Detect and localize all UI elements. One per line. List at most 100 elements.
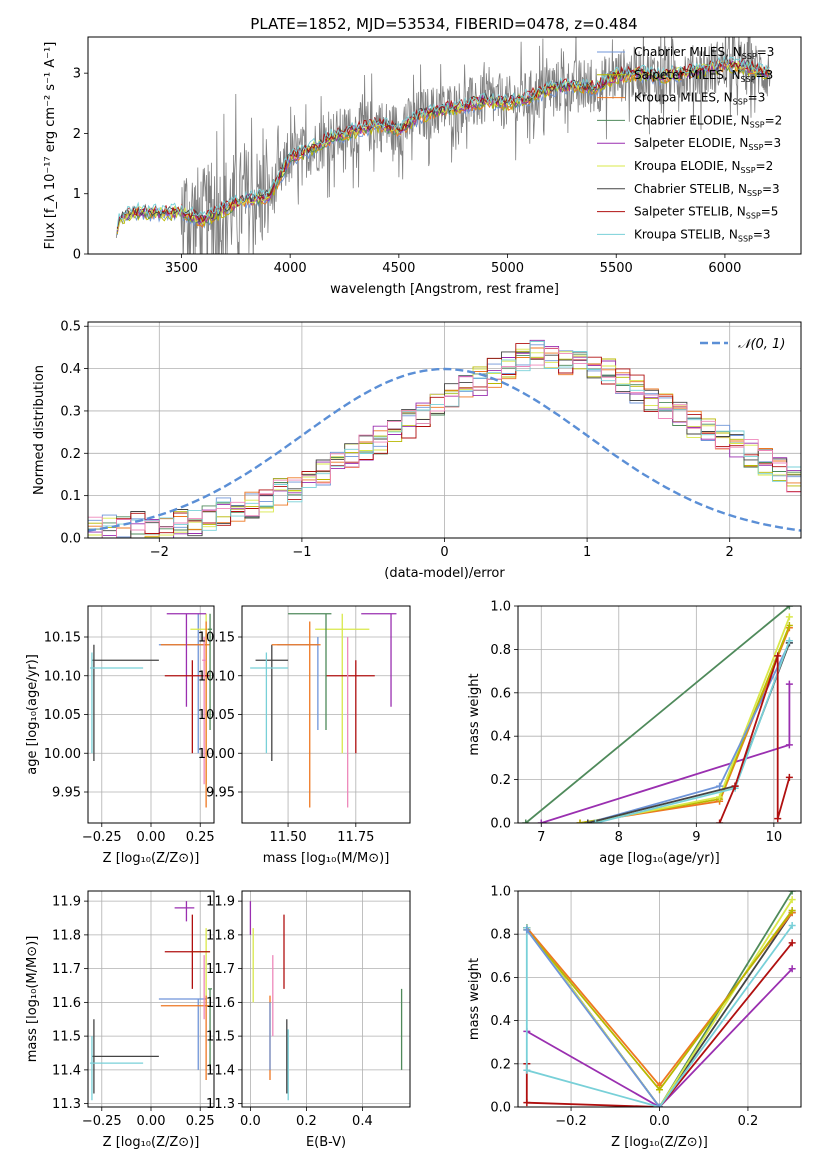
y-tick-label: 0.0 [490,817,511,832]
legend-entry: Chabrier STELIB, NSSP=3 [634,182,780,198]
y-axis-label: mass weight [467,673,482,755]
axes-frame [87,321,802,539]
y-tick-label: 0.1 [60,489,81,504]
y-tick-label: 0.4 [60,362,81,377]
error-bar-point [271,621,321,808]
x-tick-label: 11.50 [269,830,306,845]
mass-weight-marker [774,815,782,823]
mass-weight-marker [537,819,545,823]
x-tick-label: 0.00 [137,1114,166,1129]
y-tick-label: 10.10 [198,669,235,684]
legend-entry: Chabrier MILES, NSSP=3 [634,45,774,61]
mass-vs-ebv-panel: 0.0 0.2 0.4 11.3 11.4 11.5 11.6 11.7 11.8 11.9 E(B… [206,890,411,1150]
axes-frame [87,605,215,824]
y-axis-label: mass weight [467,958,482,1040]
error-bar-point [250,652,289,754]
legend-entry: Kroupa MILES, NSSP=3 [634,91,765,107]
spectrum-model-line [116,61,770,233]
error-bar-point [158,998,207,1070]
error-bar-point [326,660,375,754]
mass-weight-marker [788,906,796,914]
error-bar-point [208,988,213,1070]
x-tick-label: 10 [766,830,783,845]
mass-weight-marker [785,613,793,621]
y-tick-label: 10.05 [198,708,235,723]
normal-curve [88,367,801,532]
x-tick-label: 8 [615,830,623,845]
spectrum-panel: 3500 4000 4500 5000 5500 6000 0 1 2 3 wavelength [… [43,36,802,297]
error-bar-point [91,1019,159,1094]
axes-frame [87,36,802,255]
x-tick-label: 2 [726,545,734,560]
y-tick-label: 0.3 [60,404,81,419]
mass-weight-marker [656,1103,663,1107]
axes-frame [517,890,802,1108]
y-tick-label: 11.5 [52,1030,81,1045]
error-bar-point [89,652,144,754]
mass-weight-line [526,968,793,1107]
axes-frame [241,890,411,1108]
mass-weight-marker [788,891,796,895]
x-tick-label: 6000 [708,261,741,276]
x-axis-label: (data-model)/error [384,566,505,581]
mass-weight-marker [592,819,600,823]
x-tick-label: 0.0 [649,1114,670,1129]
x-tick-label: 4000 [274,261,307,276]
y-tick-label: 9.95 [52,786,81,801]
y-tick-label: 10.15 [44,631,81,646]
y-tick-label: 10.00 [44,747,81,762]
age-vs-mass-panel: 11.50 11.75 9.95 10.00 10.05 10.10 10.15 mass [… [198,605,411,866]
x-tick-label: 5000 [491,261,524,276]
x-tick-label: 4500 [382,261,415,276]
age-vs-mass-points [250,613,397,808]
x-axis-label: Z [log₁₀(Z/Z⊙)] [611,1135,708,1150]
y-tick-label: 0.6 [490,971,511,986]
x-tick-label: 0.2 [738,1114,759,1129]
y-axis-label: age [log₁₀(age/yr)] [25,654,40,775]
mass-weight-marker [788,922,796,930]
age-vs-Z-panel: −0.25 0.00 0.25 9.95 10.00 10.05 10.10 10.15 Z [… [25,605,215,866]
residual-histogram [88,347,801,538]
y-tick-label: 0.8 [490,928,511,943]
y-tick-label: 11.5 [206,1030,235,1045]
y-tick-label: 0.8 [490,643,511,658]
y-tick-label: 11.7 [206,962,235,977]
mass-weight-marker [785,741,793,749]
error-bar-point [361,613,397,707]
error-bar-point [160,995,211,1080]
mass-vs-ebv-points [249,901,403,1101]
legend-entry: Salpeter ELODIE, NSSP=3 [634,136,781,152]
y-tick-label: 0.6 [490,686,511,701]
axes-frame [241,605,411,824]
error-bar-point [202,637,207,785]
y-axis-label: Flux [f_λ 10⁻¹⁷ erg cm⁻² s⁻¹ A⁻¹] [43,42,58,250]
mass-vs-Z-panel: −0.25 0.00 0.25 11.3 11.4 11.5 11.6 11.7 11.8 11.… [25,890,215,1150]
y-tick-label: 0 [73,248,81,263]
x-tick-label: 0.25 [186,830,215,845]
axes-frame [87,890,215,1108]
y-tick-label: 2 [73,127,81,142]
x-axis-label: mass [log₁₀(M/M⊙)] [263,851,390,866]
mass-weight-marker [785,773,793,781]
y-tick-label: 10.05 [44,708,81,723]
x-tick-label: 3500 [165,261,198,276]
mass-weight-marker [584,819,592,823]
x-tick-label: 0.0 [240,1114,261,1129]
mass-weight-marker [785,622,793,630]
weight-vs-age-panel: 7 8 9 10 0.0 0.2 0.4 0.6 0.8 1.0 age [log₁₀(age/yr… [467,600,802,866]
weight-vs-age-lines [522,606,793,823]
residual-histograms [88,339,801,538]
y-tick-label: 0.2 [490,1057,511,1072]
spectrum-legend: Chabrier MILES, NSSP=3 Salpeter MILES, NS… [597,45,782,243]
y-tick-label: 0.0 [490,1101,511,1116]
y-tick-label: 11.3 [206,1097,235,1112]
legend-entry: Kroupa ELODIE, NSSP=2 [634,159,773,175]
residual-histogram [88,343,801,538]
mass-weight-line [525,942,793,1107]
x-axis-label: wavelength [Angstrom, rest frame] [330,282,559,297]
mass-weight-marker [788,965,796,973]
residuals-panel: −2 −1 0 1 2 0.0 0.1 0.2 0.3 0.4 0.5 (data-model)/er… [32,320,802,581]
x-tick-label: 9 [692,830,700,845]
x-tick-label: −0.25 [82,830,122,845]
